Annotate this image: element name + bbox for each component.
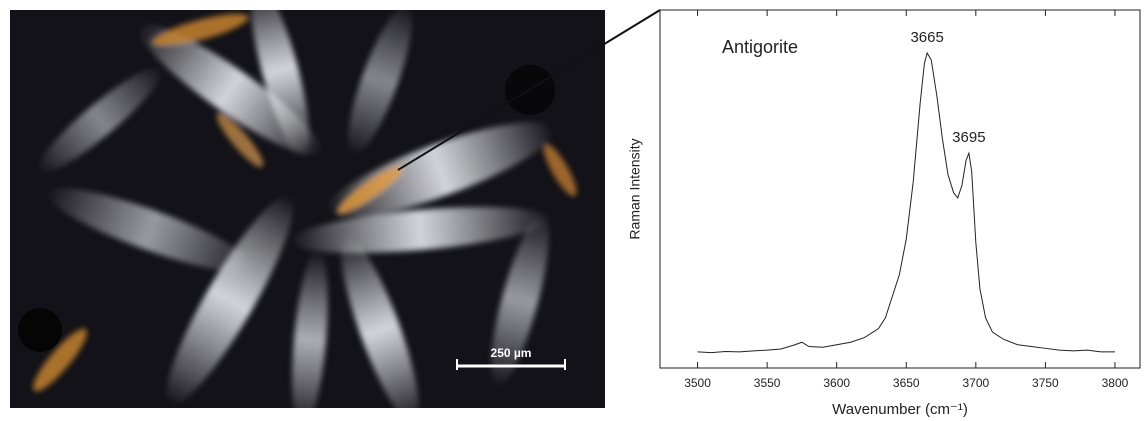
x-tick-label: 3650 <box>893 376 920 390</box>
series-label: Antigorite <box>722 37 798 57</box>
x-axis-label: Wavenumber (cm⁻¹) <box>832 401 968 418</box>
x-tick-label: 3750 <box>1032 376 1059 390</box>
x-tick-label: 3550 <box>754 376 781 390</box>
plot-frame <box>659 9 1141 369</box>
connector <box>397 9 661 171</box>
x-tick-label: 3600 <box>823 376 850 390</box>
peak-label: 3665 <box>910 29 943 46</box>
x-tick-label: 3500 <box>684 376 711 390</box>
y-axis-label: Raman Intensity <box>627 138 643 239</box>
micrograph: 250 µm <box>10 10 605 408</box>
spectrum-line <box>697 51 1115 354</box>
peak-label: 3695 <box>952 129 985 146</box>
x-tick-label: 3700 <box>962 376 989 390</box>
scale-bar-label: 250 µm <box>491 346 532 360</box>
x-tick-label: 3800 <box>1102 376 1129 390</box>
